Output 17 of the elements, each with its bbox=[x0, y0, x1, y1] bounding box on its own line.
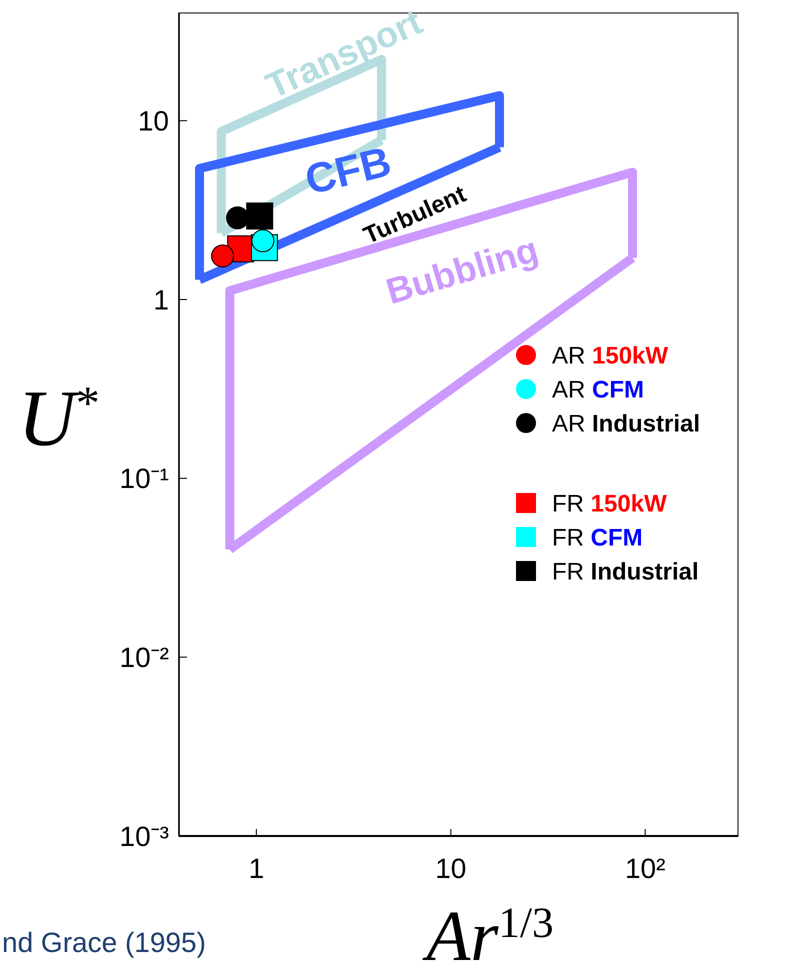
y-tick-label: 10⁻¹ bbox=[120, 463, 169, 494]
y-tick-label: 10⁻³ bbox=[120, 820, 169, 852]
legend-label: AR CFM bbox=[552, 376, 644, 404]
x-tick-label: 1 bbox=[248, 853, 264, 884]
legend-label: AR Industrial bbox=[552, 410, 700, 438]
y-tick-label: 10 bbox=[138, 105, 169, 136]
legend-label: AR 150kW bbox=[552, 342, 668, 370]
legend-label: FR CFM bbox=[552, 524, 643, 552]
y-tick-label: 10⁻² bbox=[120, 642, 169, 673]
text: nd Grace (1995) bbox=[2, 927, 206, 958]
legend-label: FR 150kW bbox=[552, 490, 668, 518]
y-axis-title: U$^{*}$ bbox=[18, 375, 100, 463]
legend-label: FR Industrial bbox=[552, 558, 699, 586]
x-tick-label: 10 bbox=[435, 853, 466, 884]
x-tick-label: 10² bbox=[625, 853, 666, 884]
x-axis-title: Ar$^{1/3}$ bbox=[422, 896, 554, 976]
y-tick-label: 1 bbox=[153, 284, 169, 316]
